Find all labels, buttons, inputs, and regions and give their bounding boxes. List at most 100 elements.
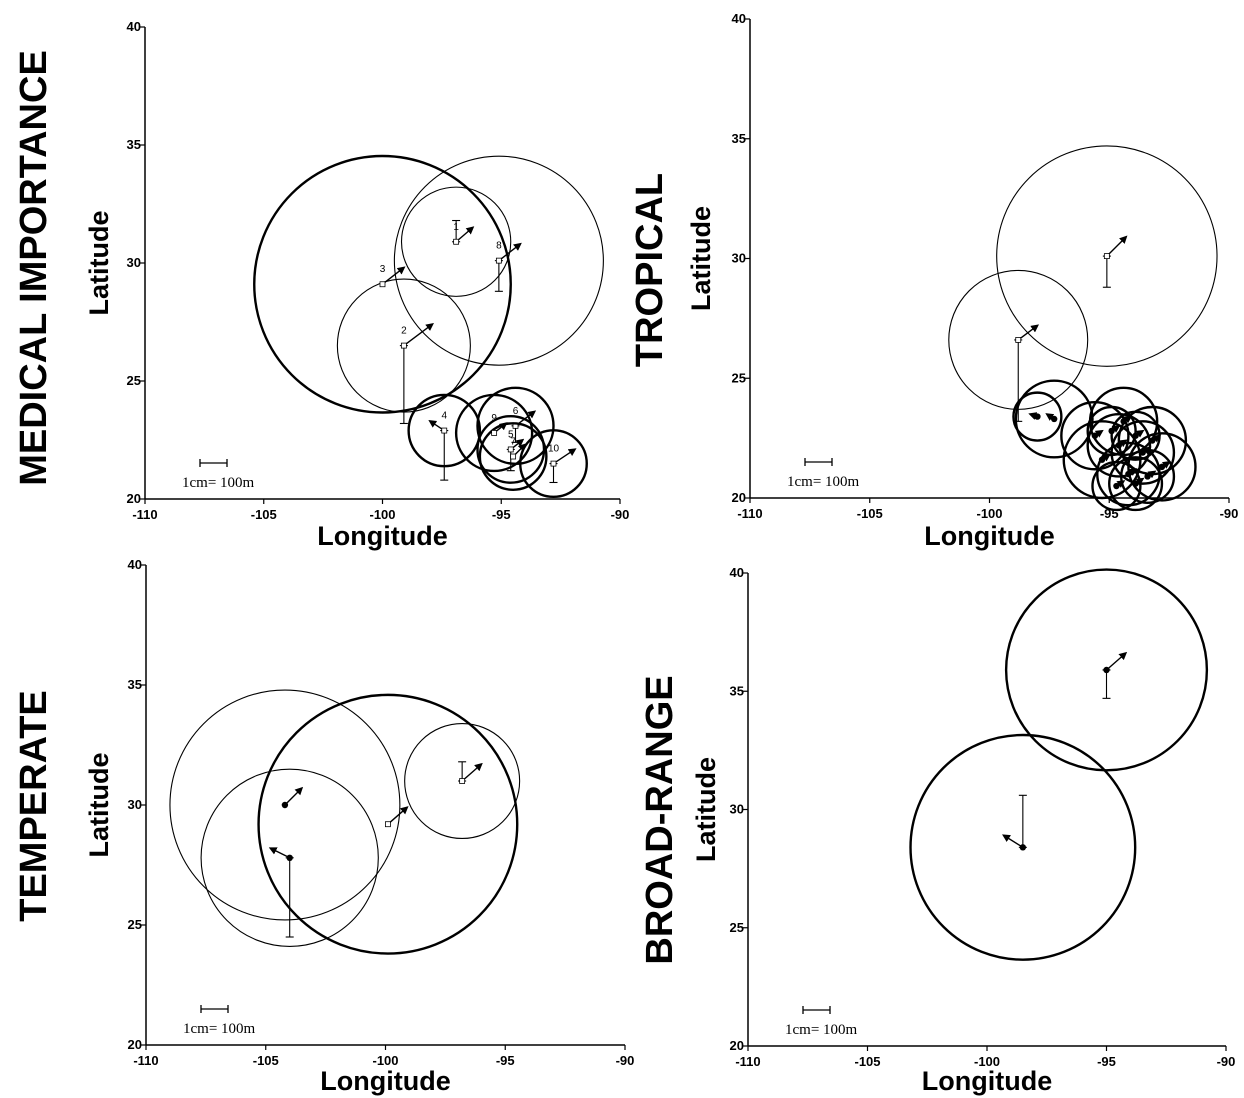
range-circle (1004, 568, 1209, 772)
range-circle (169, 689, 401, 921)
y-tick-label: 25 (128, 917, 142, 932)
y-tick-label: 35 (128, 677, 142, 692)
x-tick-label: -95 (496, 1053, 515, 1068)
point-label: 10 (548, 444, 560, 455)
direction-arrow (553, 448, 577, 465)
range-circle (1086, 412, 1152, 478)
range-circle (1014, 379, 1094, 459)
direction-arrow (268, 847, 291, 859)
range-circle (996, 145, 1218, 367)
point-label: 1 (453, 222, 459, 233)
centroid-dot (1019, 844, 1027, 851)
range-circle (253, 154, 512, 414)
panel-temperate: -110 -105 -100 -95 -90 20 25 30 35 40 Longitude Lat… (84, 557, 634, 1096)
direction-arrow (1106, 651, 1128, 671)
centroid-marker (1015, 337, 1022, 343)
range-circle (478, 422, 548, 491)
y-axis-label: Latitude (84, 211, 114, 316)
centroid-dot (1144, 473, 1151, 480)
centroid-dot (281, 801, 289, 809)
scale-label: 1cm= 100m (183, 1021, 256, 1037)
direction-arrow (1017, 324, 1040, 341)
point-label: 5 (508, 429, 514, 440)
centroid-marker (379, 281, 386, 288)
point-label: 7 (510, 437, 516, 448)
range-circle (454, 393, 534, 473)
point-label: 4 (441, 411, 447, 422)
centroid-dot (1034, 413, 1041, 420)
point-label: 2 (401, 326, 407, 337)
panel-title-medical: MEDICAL IMPORTANCE (13, 50, 55, 486)
direction-arrow (387, 806, 409, 825)
panel-medical-importance: -110 -105 -100 -95 -902025303540LongitudeLat… (84, 19, 629, 551)
centroid-marker (1103, 253, 1110, 260)
x-tick-label: -100 (976, 506, 1002, 521)
centroid-dot (1103, 666, 1110, 674)
y-axis-label: Latitude (686, 206, 716, 311)
point-label: 6 (513, 406, 519, 417)
x-tick-label: -90 (1220, 506, 1239, 521)
range-circle (909, 733, 1137, 961)
point-label: 8 (496, 241, 502, 252)
direction-arrow (1002, 834, 1024, 848)
y-tick-label: 20 (732, 490, 746, 505)
x-axis-label: Longitude (922, 1066, 1052, 1096)
range-circle (393, 155, 604, 366)
direction-arrow (403, 323, 434, 347)
x-tick-label: -100 (974, 1054, 1000, 1069)
centroid-dot (1050, 415, 1058, 423)
range-circle (519, 429, 588, 499)
x-tick-label: -90 (616, 1053, 635, 1068)
x-tick-label: -90 (1217, 1054, 1236, 1069)
range-circle (1108, 456, 1164, 512)
range-circle (1091, 460, 1142, 512)
range-circle (1120, 448, 1176, 504)
direction-arrow (284, 786, 304, 806)
centroid-marker (441, 427, 448, 434)
y-tick-label: 30 (128, 797, 142, 812)
y-tick-label: 40 (730, 565, 744, 580)
x-tick-label: -110 (735, 1054, 760, 1069)
x-axis-label: Longitude (320, 1066, 450, 1096)
y-tick-label: 35 (127, 137, 141, 152)
x-tick-label: -90 (611, 507, 630, 522)
range-circle (400, 186, 512, 297)
point-label: 3 (380, 264, 386, 275)
direction-arrow (461, 762, 483, 782)
centroid-dot (1149, 437, 1156, 444)
range-circle (257, 693, 519, 955)
point-label: 9 (491, 413, 497, 424)
centroid-marker (550, 460, 557, 467)
y-tick-label: 30 (127, 255, 141, 270)
panel-broad-range: -110 -105 -100 -95 -90 20 25 30 35 40 Longitude Lat… (691, 565, 1235, 1096)
x-tick-label: -105 (253, 1053, 279, 1068)
y-tick-label: 20 (730, 1038, 744, 1053)
y-tick-label: 40 (128, 557, 142, 572)
direction-arrow (382, 266, 406, 285)
centroid-dot (286, 854, 293, 861)
x-tick-label: -95 (492, 507, 511, 522)
centroid-dot (1113, 482, 1120, 490)
x-tick-label: -100 (372, 1053, 398, 1068)
y-tick-label: 25 (127, 373, 141, 388)
range-circle (1012, 391, 1063, 442)
panel-tropical: -110 -105 -100 -95 -902025303540LongitudeLat… (686, 11, 1238, 551)
centroid-marker (453, 238, 460, 245)
direction-arrow (1106, 235, 1128, 257)
y-axis-label: Latitude (691, 757, 721, 862)
y-tick-label: 25 (732, 370, 746, 385)
x-tick-label: -100 (369, 507, 395, 522)
y-tick-label: 20 (127, 491, 141, 506)
centroid-dot (1132, 480, 1139, 487)
x-tick-label: -110 (737, 506, 762, 521)
y-tick-label: 40 (127, 19, 141, 34)
x-axis-label: Longitude (317, 521, 447, 551)
panel-title-broad-range: BROAD-RANGE (639, 675, 681, 964)
centroid-dot (1158, 463, 1166, 471)
x-tick-label: -105 (854, 1054, 880, 1069)
y-axis-label: Latitude (84, 753, 114, 858)
range-circle (200, 768, 379, 947)
y-tick-label: 30 (730, 802, 744, 817)
x-tick-label: -110 (132, 507, 157, 522)
